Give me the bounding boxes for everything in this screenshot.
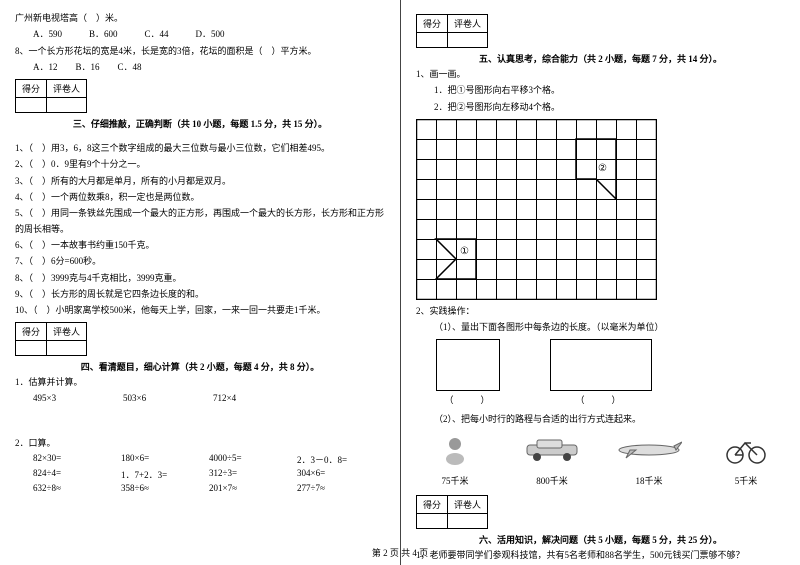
- j5: 5、（ ）用同一条铁丝先围成一个最大的正方形，再围成一个最大的长方形，长方形和正…: [15, 206, 385, 237]
- page-footer: 第 2 页 共 4 页: [0, 546, 800, 559]
- q2a: （1）、量出下面各图形中每条边的长度。（以毫米为单位）: [416, 320, 785, 335]
- car-icon: [517, 434, 587, 466]
- svg-text:①: ①: [460, 246, 469, 257]
- c1-row: 495×3 503×6 712×4: [33, 393, 385, 403]
- q1: 1、画一画。: [416, 67, 785, 82]
- vehicle-labels: 75千米 800千米 18千米 5千米: [420, 474, 781, 487]
- j10: 10、（ ）小明家离学校500米，他每天上学，回家，一来一回一共要走1千米。: [15, 303, 385, 318]
- score-box-4: 得分评卷人: [15, 322, 87, 356]
- plane-icon: [614, 434, 684, 466]
- section-5-title: 五、认真思考，综合能力（共 2 小题，每题 7 分，共 14 分）。: [416, 52, 785, 65]
- vehicle-row: [420, 434, 781, 466]
- j1: 1、（ ）用3，6，8这三个数字组成的最大三位数与最小三位数，它们相差495。: [15, 141, 385, 156]
- q1b: 2．把②号图形向左移动4个格。: [416, 100, 785, 115]
- score-l: 得分: [16, 80, 47, 98]
- measure-boxes: [436, 339, 785, 391]
- j4: 4、（ ）一个两位数乘8，积一定也是两位数。: [15, 190, 385, 205]
- q-gz: 广州新电视塔高（ ）米。: [15, 11, 385, 26]
- svg-text:②: ②: [598, 163, 607, 174]
- q1a: 1．把①号图形向右平移3个格。: [416, 83, 785, 98]
- j2: 2、（ ）0．9里有9个十分之一。: [15, 157, 385, 172]
- j6: 6、（ ）一本故事书约重150千克。: [15, 238, 385, 253]
- score-box-5: 得分评卷人: [416, 14, 488, 48]
- score-box-3: 得分评卷人: [15, 79, 87, 113]
- q-gz-opts: A．590 B．600 C．44 D．500: [15, 27, 385, 42]
- section-4-title: 四、看清题目，细心计算（共 2 小题，每题 4 分，共 8 分）。: [15, 360, 385, 373]
- score-r: 评卷人: [47, 80, 87, 98]
- section-3-title: 三、仔细推敲，正确判断（共 10 小题，每题 1.5 分，共 15 分）。: [15, 117, 385, 130]
- person-icon: [420, 434, 490, 466]
- j7: 7、（ ）6分=600秒。: [15, 254, 385, 269]
- j3: 3、（ ）所有的大月都是单月，所有的小月都是双月。: [15, 174, 385, 189]
- section-6-title: 六、活用知识，解决问题（共 5 小题，每题 5 分，共 25 分）。: [416, 533, 785, 546]
- j9: 9、（ ）长方形的周长就是它四条边长度的和。: [15, 287, 385, 302]
- c1: 1．估算并计算。: [15, 375, 385, 390]
- q2b: （2）、把每小时行的路程与合适的出行方式连起来。: [416, 412, 785, 427]
- q2: 2、实践操作：: [416, 304, 785, 319]
- q8: 8、一个长方形花坛的宽是4米，长是宽的3倍，花坛的面积是（ ）平方米。: [15, 44, 385, 59]
- grid-diagram: ② ①: [416, 119, 785, 300]
- q8-opts: A．12 B．16 C．48: [15, 60, 385, 75]
- j8: 8、（ ）3999克与4千克相比，3999克重。: [15, 271, 385, 286]
- c2: 2．口算。: [15, 436, 385, 451]
- bike-icon: [711, 434, 781, 466]
- score-box-6: 得分评卷人: [416, 495, 488, 529]
